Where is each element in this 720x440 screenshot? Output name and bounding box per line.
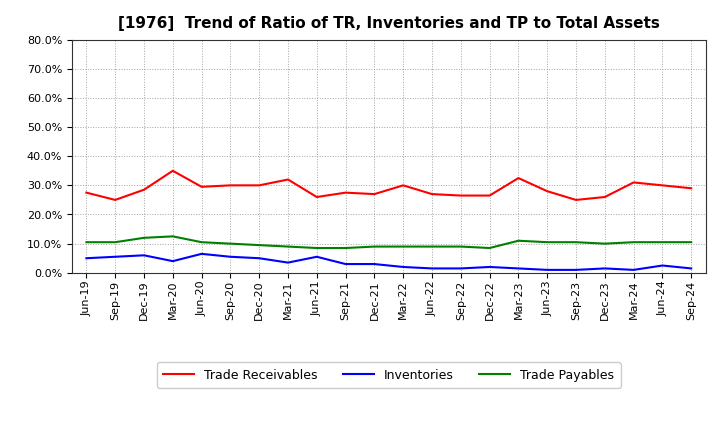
Trade Receivables xyxy=(485,193,494,198)
Line: Trade Receivables: Trade Receivables xyxy=(86,171,691,200)
Trade Payables xyxy=(543,239,552,245)
Trade Payables xyxy=(341,246,350,251)
Inventories xyxy=(658,263,667,268)
Trade Receivables xyxy=(226,183,235,188)
Trade Payables xyxy=(514,238,523,243)
Trade Receivables xyxy=(687,186,696,191)
Legend: Trade Receivables, Inventories, Trade Payables: Trade Receivables, Inventories, Trade Pa… xyxy=(157,362,621,388)
Line: Inventories: Inventories xyxy=(86,254,691,270)
Inventories xyxy=(284,260,292,265)
Trade Receivables xyxy=(168,168,177,173)
Trade Receivables xyxy=(197,184,206,190)
Inventories xyxy=(226,254,235,260)
Inventories xyxy=(572,267,580,272)
Trade Receivables xyxy=(572,197,580,202)
Trade Payables xyxy=(168,234,177,239)
Title: [1976]  Trend of Ratio of TR, Inventories and TP to Total Assets: [1976] Trend of Ratio of TR, Inventories… xyxy=(118,16,660,32)
Trade Receivables xyxy=(370,191,379,197)
Inventories xyxy=(82,256,91,261)
Inventories xyxy=(687,266,696,271)
Trade Payables xyxy=(600,241,609,246)
Trade Payables xyxy=(312,246,321,251)
Trade Payables xyxy=(82,239,91,245)
Trade Payables xyxy=(226,241,235,246)
Inventories xyxy=(140,253,148,258)
Inventories xyxy=(629,267,638,272)
Trade Receivables xyxy=(543,188,552,194)
Inventories xyxy=(197,251,206,257)
Trade Receivables xyxy=(456,193,465,198)
Inventories xyxy=(111,254,120,260)
Trade Receivables xyxy=(255,183,264,188)
Trade Payables xyxy=(428,244,436,249)
Trade Payables xyxy=(629,239,638,245)
Inventories xyxy=(514,266,523,271)
Trade Receivables xyxy=(140,187,148,192)
Trade Payables xyxy=(284,244,292,249)
Trade Payables xyxy=(197,239,206,245)
Inventories xyxy=(312,254,321,260)
Line: Trade Payables: Trade Payables xyxy=(86,236,691,248)
Trade Payables xyxy=(687,239,696,245)
Inventories xyxy=(456,266,465,271)
Trade Payables xyxy=(111,239,120,245)
Trade Receivables xyxy=(312,194,321,200)
Trade Receivables xyxy=(629,180,638,185)
Inventories xyxy=(485,264,494,270)
Trade Receivables xyxy=(82,190,91,195)
Trade Payables xyxy=(140,235,148,240)
Trade Payables xyxy=(399,244,408,249)
Inventories xyxy=(341,261,350,267)
Trade Receivables xyxy=(284,177,292,182)
Trade Receivables xyxy=(600,194,609,200)
Inventories xyxy=(543,267,552,272)
Trade Payables xyxy=(456,244,465,249)
Inventories xyxy=(168,258,177,264)
Trade Receivables xyxy=(341,190,350,195)
Trade Payables xyxy=(572,239,580,245)
Trade Payables xyxy=(485,246,494,251)
Inventories xyxy=(600,266,609,271)
Trade Payables xyxy=(255,242,264,248)
Trade Receivables xyxy=(428,191,436,197)
Trade Receivables xyxy=(514,176,523,181)
Inventories xyxy=(255,256,264,261)
Inventories xyxy=(399,264,408,270)
Inventories xyxy=(370,261,379,267)
Trade Payables xyxy=(658,239,667,245)
Inventories xyxy=(428,266,436,271)
Trade Receivables xyxy=(399,183,408,188)
Trade Payables xyxy=(370,244,379,249)
Trade Receivables xyxy=(111,197,120,202)
Trade Receivables xyxy=(658,183,667,188)
